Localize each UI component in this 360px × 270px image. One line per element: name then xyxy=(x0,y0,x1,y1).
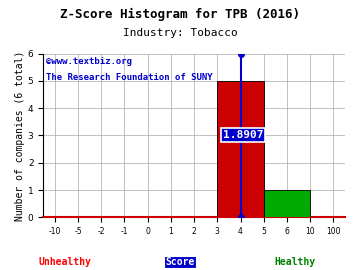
Bar xyxy=(217,81,264,217)
Y-axis label: Number of companies (6 total): Number of companies (6 total) xyxy=(15,50,25,221)
Text: Industry: Tobacco: Industry: Tobacco xyxy=(123,28,237,38)
Text: The Research Foundation of SUNY: The Research Foundation of SUNY xyxy=(46,73,213,82)
Text: ©www.textbiz.org: ©www.textbiz.org xyxy=(46,57,132,66)
Text: Score: Score xyxy=(165,257,195,267)
Bar xyxy=(264,190,310,217)
Text: Healthy: Healthy xyxy=(275,257,316,267)
Text: Z-Score Histogram for TPB (2016): Z-Score Histogram for TPB (2016) xyxy=(60,8,300,21)
Text: 1.8907: 1.8907 xyxy=(222,130,263,140)
Text: Score: Score xyxy=(165,257,195,267)
Text: Unhealthy: Unhealthy xyxy=(39,257,91,267)
